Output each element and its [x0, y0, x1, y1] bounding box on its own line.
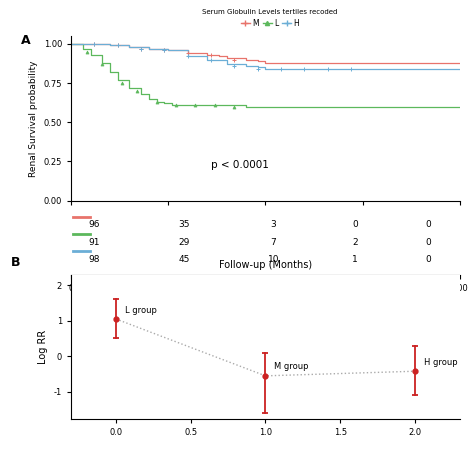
Text: 2: 2	[352, 238, 358, 247]
Text: A: A	[20, 34, 30, 47]
Text: 3: 3	[270, 220, 276, 229]
Text: 7: 7	[270, 238, 276, 247]
Text: 0: 0	[426, 255, 431, 264]
Legend: M, L, H: M, L, H	[200, 6, 341, 31]
Text: 45: 45	[178, 255, 190, 264]
Text: p < 0.0001: p < 0.0001	[211, 160, 269, 170]
Text: 0: 0	[352, 220, 358, 229]
Text: 35: 35	[178, 220, 190, 229]
Y-axis label: Renal Survival probability: Renal Survival probability	[29, 60, 38, 176]
Text: 10: 10	[267, 255, 279, 264]
Text: 91: 91	[89, 238, 100, 247]
Y-axis label: Log RR: Log RR	[38, 329, 48, 364]
Text: 29: 29	[178, 238, 190, 247]
Text: 0: 0	[426, 238, 431, 247]
Text: 96: 96	[89, 220, 100, 229]
Text: M group: M group	[274, 362, 309, 371]
Text: 1: 1	[352, 255, 358, 264]
Text: 98: 98	[89, 255, 100, 264]
Text: H group: H group	[424, 358, 457, 367]
Text: B: B	[11, 256, 20, 269]
Text: 0: 0	[426, 220, 431, 229]
Text: L group: L group	[125, 306, 157, 315]
Text: Follow-up (Months): Follow-up (Months)	[219, 260, 312, 270]
